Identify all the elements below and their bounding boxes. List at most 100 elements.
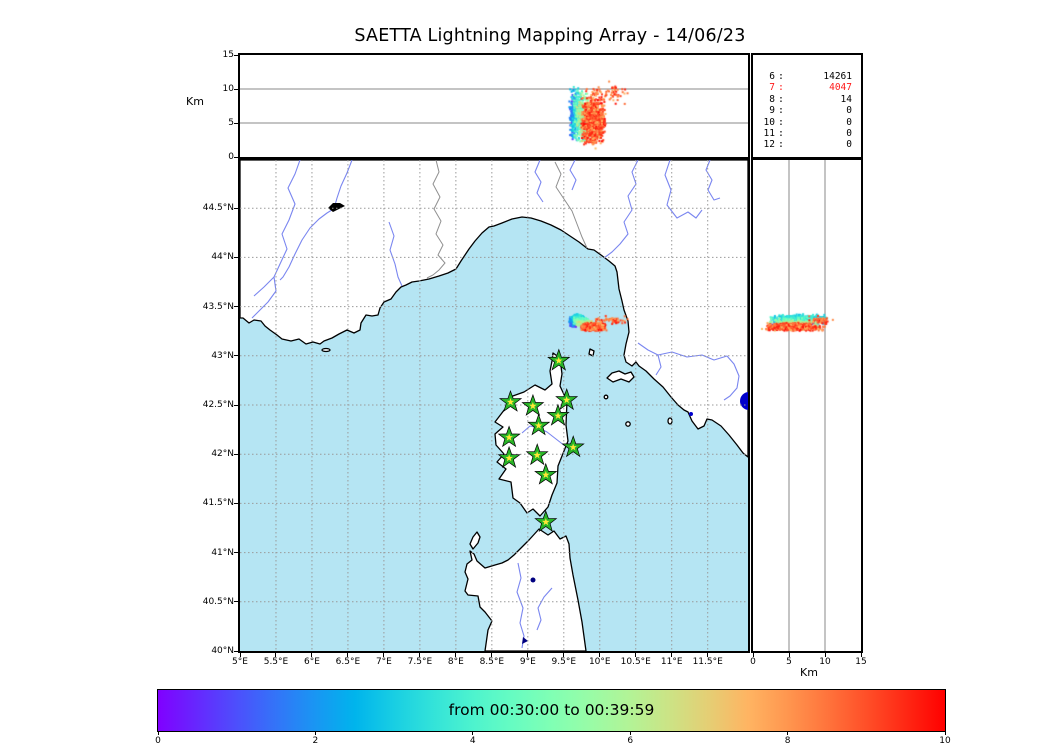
axis-tick-mark — [234, 650, 238, 652]
stats-colon: : — [778, 93, 784, 105]
right-alt-tick-label: 10 — [819, 657, 831, 667]
lat-tick-label: 44.5°N — [202, 203, 234, 214]
axis-tick-mark — [527, 653, 529, 657]
axis-tick-mark — [824, 653, 826, 657]
altitude-latitude-panel — [751, 158, 863, 653]
latitude-scatter-canvas — [753, 160, 861, 651]
stats-row-station-10: 10: 0 — [753, 117, 861, 128]
stats-row-station-6: 6: 14261 — [753, 71, 861, 82]
stats-station-number: 8 — [769, 93, 775, 105]
stats-station-number: 9 — [769, 105, 775, 117]
stats-source-count: 0 — [846, 116, 852, 128]
alt-tick-label: 15 — [222, 50, 234, 60]
stats-source-count: 4047 — [829, 82, 852, 94]
axis-tick-mark — [860, 653, 862, 657]
lon-tick-label: 5.5°E — [263, 657, 289, 667]
axis-tick-mark — [234, 601, 238, 603]
axis-tick-mark — [234, 552, 238, 554]
axis-tick-mark — [314, 731, 316, 735]
lon-tick-label: 5°E — [232, 657, 248, 667]
axis-tick-mark — [383, 653, 385, 657]
lat-tick-label: 41.5°N — [202, 498, 234, 509]
stats-station-number: 12 — [763, 139, 775, 151]
lon-tick-label: 11°E — [660, 657, 683, 667]
stats-row-station-9: 9: 0 — [753, 105, 861, 116]
colorbar-tick-label: 2 — [312, 736, 319, 746]
alt-tick-label: 0 — [228, 152, 234, 162]
axis-tick-mark — [234, 156, 238, 158]
stats-source-count: 0 — [846, 105, 852, 117]
lon-tick-label: 9°E — [519, 657, 536, 667]
lat-tick-label: 43°N — [211, 350, 234, 361]
stats-station-number: 11 — [763, 127, 775, 139]
axis-tick-mark — [234, 355, 238, 357]
altitude-axis-unit: Km — [186, 95, 204, 108]
right-alt-tick-label: 5 — [786, 657, 792, 667]
stats-colon: : — [778, 71, 784, 82]
page-title: SAETTA Lightning Mapping Array - 14/06/2… — [354, 26, 746, 46]
colorbar-tick-label: 4 — [469, 736, 476, 746]
axis-tick-mark — [234, 502, 238, 504]
axis-tick-mark — [629, 731, 631, 735]
right-alt-tick-label: 0 — [750, 657, 756, 667]
axis-tick-mark — [234, 207, 238, 209]
right-axis-unit: Km — [800, 666, 818, 679]
time-colorbar: from 00:30:00 to 00:39:59 — [157, 689, 946, 732]
axis-tick-mark — [944, 731, 946, 735]
lat-tick-label: 42.5°N — [202, 400, 234, 410]
lat-tick-label: 43.5°N — [202, 301, 234, 312]
lon-tick-label: 8°E — [447, 657, 464, 667]
lon-tick-label: 7.5°E — [407, 657, 433, 667]
stats-colon: : — [778, 105, 784, 117]
axis-tick-mark — [157, 731, 159, 735]
axis-tick-mark — [472, 731, 474, 735]
colorbar-time-label: from 00:30:00 to 00:39:59 — [448, 701, 655, 719]
lon-tick-label: 7°E — [375, 657, 392, 667]
stats-row-station-7: 7: 4047 — [753, 82, 861, 93]
lon-tick-label: 10°E — [588, 657, 611, 667]
axis-tick-mark — [234, 404, 238, 406]
stats-source-count: 14261 — [823, 71, 852, 82]
stats-source-count: 14 — [840, 93, 852, 105]
axis-tick-mark — [347, 653, 349, 657]
stats-colon: : — [778, 116, 784, 128]
stats-colon: : — [778, 127, 784, 139]
colorbar-tick-label: 0 — [155, 736, 161, 746]
axis-tick-mark — [234, 453, 238, 455]
stats-source-count: 0 — [846, 127, 852, 139]
alt-tick-label: 10 — [222, 84, 234, 94]
lat-tick-label: 40°N — [211, 646, 234, 656]
map-scatter-canvas — [240, 160, 748, 651]
lat-tick-label: 42°N — [211, 449, 234, 460]
stats-source-count: 0 — [846, 139, 852, 151]
lat-tick-label: 41°N — [211, 547, 234, 558]
lon-tick-label: 6.5°E — [335, 657, 361, 667]
axis-tick-mark — [239, 653, 241, 657]
lat-tick-label: 40.5°N — [202, 596, 234, 607]
axis-tick-mark — [234, 54, 238, 56]
axis-tick-mark — [635, 653, 637, 657]
stats-station-number: 6 — [769, 71, 775, 82]
station-stats-rows: 6: 14261 7: 4047 8: 14 9: 0 10: 0 11: 0 12: 0 — [753, 55, 861, 151]
axis-tick-mark — [275, 653, 277, 657]
lon-tick-label: 9.5°E — [551, 657, 577, 667]
altitude-scatter-canvas — [240, 55, 748, 157]
colorbar-tick-label: 10 — [939, 736, 951, 746]
colorbar-tick-label: 6 — [627, 736, 634, 746]
axis-tick-mark — [599, 653, 601, 657]
axis-tick-mark — [234, 256, 238, 258]
stats-row-station-11: 11: 0 — [753, 128, 861, 139]
map-panel — [238, 158, 750, 653]
axis-tick-mark — [234, 88, 238, 90]
axis-tick-mark — [419, 653, 421, 657]
stats-station-number: 10 — [763, 116, 775, 128]
station-stats-panel: 6: 14261 7: 4047 8: 14 9: 0 10: 0 11: 0 12: 0 — [751, 53, 863, 159]
axis-tick-mark — [491, 653, 493, 657]
altitude-longitude-panel — [238, 53, 750, 159]
axis-tick-mark — [787, 731, 789, 735]
axis-tick-mark — [707, 653, 709, 657]
alt-tick-label: 5 — [228, 118, 234, 128]
axis-tick-mark — [752, 653, 754, 657]
axis-tick-mark — [788, 653, 790, 657]
